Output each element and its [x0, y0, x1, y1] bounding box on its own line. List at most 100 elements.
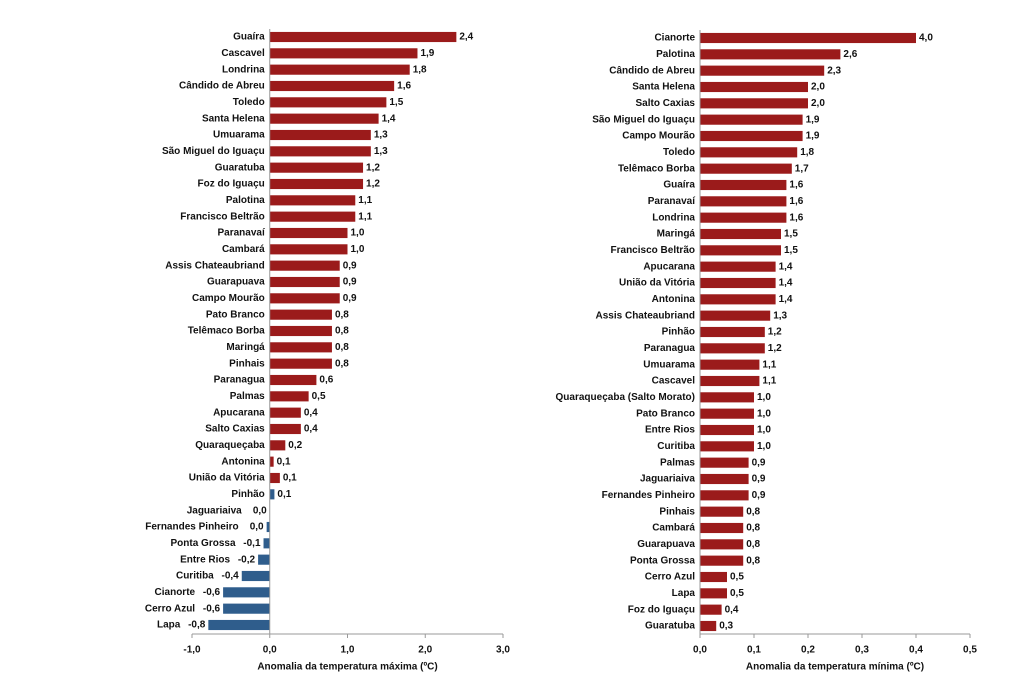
value-label: 1,0 — [351, 244, 365, 255]
bar — [269, 97, 387, 108]
bar — [269, 48, 418, 59]
bar — [700, 424, 754, 436]
value-label: 0,2 — [288, 440, 302, 451]
category-label: Telêmaco Borba — [188, 326, 265, 337]
category-label: Santa Helena — [202, 113, 265, 124]
value-label: 1,2 — [768, 343, 782, 354]
bar — [700, 163, 792, 174]
bar — [700, 522, 744, 534]
bar — [208, 619, 270, 631]
value-label: 1,4 — [779, 278, 793, 289]
category-label: Palotina — [226, 195, 265, 206]
value-label: -0,6 — [203, 587, 221, 598]
category-label: Foz do Iguaçu — [198, 179, 265, 190]
value-label: 0,9 — [343, 277, 357, 288]
category-label: Pinhais — [229, 358, 265, 369]
value-label: 0,9 — [752, 490, 766, 501]
bar — [269, 227, 348, 239]
bar — [700, 130, 803, 142]
x-axis-label: Anomalia da temperatura mínima (ºC) — [746, 662, 924, 673]
bar — [269, 260, 340, 271]
bar — [700, 65, 825, 76]
category-label: Lapa — [157, 620, 181, 631]
category-label: Guaíra — [233, 32, 265, 43]
category-label: Assis Chateaubriand — [596, 310, 695, 321]
category-label: Cascavel — [652, 376, 696, 387]
category-label: Cândido de Abreu — [179, 81, 265, 92]
value-label: 0,8 — [746, 506, 760, 517]
value-label: 1,0 — [757, 425, 771, 436]
bar — [700, 114, 803, 125]
x-tick-label: 0,0 — [693, 645, 707, 656]
bar — [700, 408, 754, 419]
category-label: Cambará — [222, 244, 265, 255]
bar — [700, 179, 787, 191]
value-label: 1,0 — [757, 441, 771, 452]
category-label: Antonina — [221, 456, 265, 467]
category-label: Guaíra — [663, 180, 695, 191]
bar — [700, 261, 776, 272]
category-label: Londrina — [222, 64, 265, 75]
category-label: Pinhão — [231, 489, 264, 500]
category-label: Fernandes Pinheiro — [145, 522, 238, 533]
category-label: Curitiba — [176, 571, 214, 582]
bar — [700, 326, 765, 338]
value-label: 0,8 — [746, 523, 760, 534]
value-label: -0,6 — [203, 603, 221, 614]
value-label: 1,6 — [789, 180, 803, 191]
category-label: Cerro Azul — [645, 572, 695, 583]
value-label: 0,3 — [719, 621, 733, 632]
bar — [269, 440, 286, 451]
bar — [269, 293, 340, 304]
bar — [700, 506, 744, 517]
value-label: 1,3 — [773, 310, 787, 321]
category-label: Lapa — [672, 588, 696, 599]
category-label: Palmas — [660, 457, 695, 468]
value-label: 0,8 — [746, 555, 760, 566]
category-label: Maringá — [657, 229, 696, 240]
bar — [269, 423, 301, 435]
category-label: Toledo — [663, 147, 695, 158]
x-axis-label: Anomalia da temperatura máxima (ºC) — [257, 662, 437, 673]
value-label: 2,6 — [843, 49, 857, 60]
category-label: Guaratuba — [215, 162, 265, 173]
bar — [269, 146, 371, 157]
category-label: Francisco Beltrão — [180, 211, 264, 222]
value-label: 2,0 — [811, 98, 825, 109]
bar — [700, 539, 744, 550]
bar — [269, 276, 340, 288]
category-label: Assis Chateaubriand — [165, 260, 264, 271]
category-label: Cambará — [652, 523, 695, 534]
category-label: Apucarana — [213, 407, 265, 418]
bar — [700, 310, 771, 321]
category-label: Guarapuava — [637, 539, 695, 550]
x-tick-label: 2,0 — [418, 645, 432, 656]
category-label: Pinhão — [662, 327, 695, 338]
value-label: 0,9 — [343, 260, 357, 271]
category-label: Quaraqueçaba — [195, 440, 265, 451]
bar — [700, 98, 808, 109]
category-label: Salto Caxias — [205, 424, 265, 435]
value-label: 1,7 — [795, 163, 809, 174]
value-label: -0,8 — [188, 620, 206, 631]
x-tick-label: 0,0 — [263, 645, 277, 656]
bar — [269, 391, 309, 402]
x-tick-label: -1,0 — [183, 645, 201, 656]
value-label: 1,2 — [366, 162, 380, 173]
value-label: 0,4 — [304, 407, 318, 418]
category-label: Pato Branco — [206, 309, 265, 320]
category-label: Guaratuba — [645, 621, 695, 632]
bar — [266, 521, 270, 533]
bar — [269, 195, 356, 206]
bar — [700, 490, 749, 501]
bar — [269, 309, 332, 320]
value-label: 1,1 — [762, 359, 776, 370]
value-label: 1,9 — [420, 48, 434, 59]
category-label: Cândido de Abreu — [609, 65, 695, 76]
bar — [700, 81, 808, 93]
bar — [700, 245, 781, 256]
value-label: 0,8 — [746, 539, 760, 550]
bar — [223, 603, 270, 614]
value-label: 4,0 — [919, 33, 933, 44]
